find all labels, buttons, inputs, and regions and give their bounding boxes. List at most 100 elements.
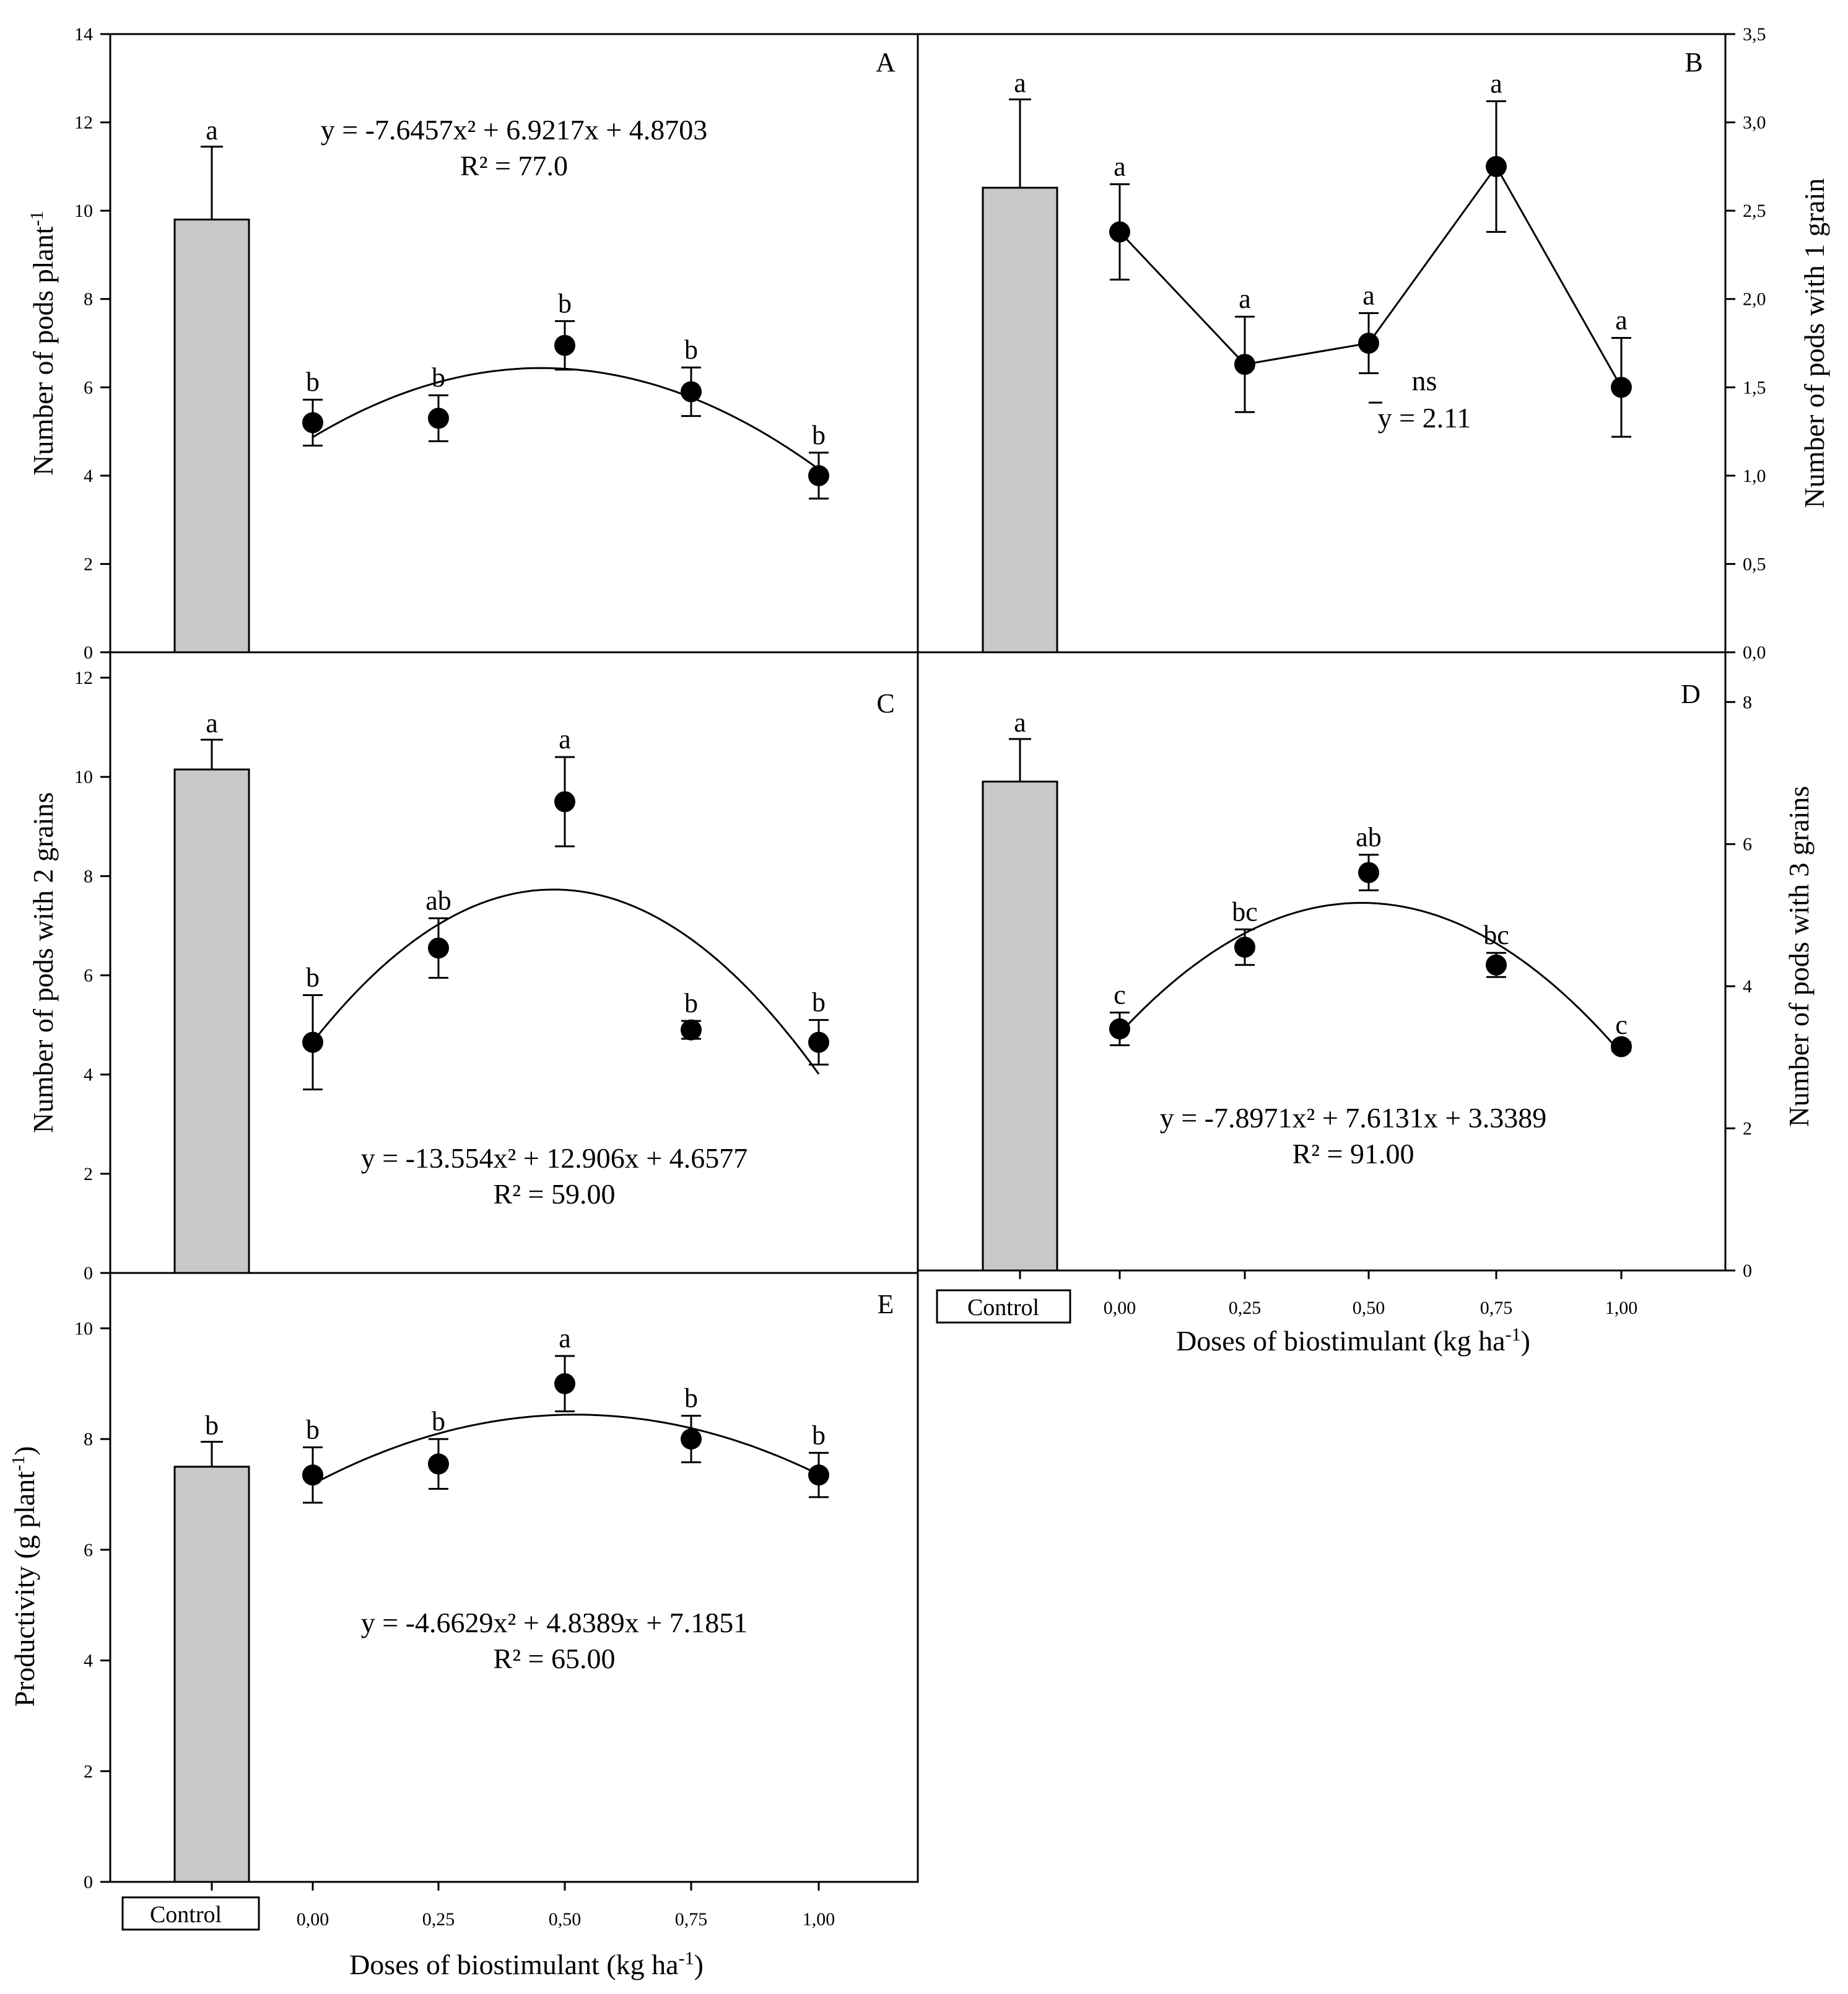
panel-b-point-letter: a [1239, 284, 1251, 314]
panel-b-ytick-label: 3,5 [1743, 24, 1766, 45]
panel-a-ytick-label: 4 [84, 466, 93, 486]
panel-a-control-bar [173, 218, 250, 654]
panel-e-point-letter: b [812, 1420, 826, 1450]
panel-b-ytick-label: 1,5 [1743, 377, 1766, 398]
panel-b-point-letter: a [1615, 305, 1628, 335]
panel-d-control-bar [982, 781, 1058, 1272]
control-label-e: Control [150, 1902, 222, 1928]
panel-a-ytick-label: 2 [84, 554, 93, 574]
panel-b-ylabel: Number of pods with 1 grain [1798, 178, 1830, 509]
panel-d-ytick-label: 8 [1743, 692, 1752, 712]
panel-a-point [428, 408, 449, 429]
panel-d-point [1611, 1036, 1632, 1057]
panel-e-xtick-label: 0,75 [675, 1909, 708, 1930]
panel-d-ylabel: Number of pods with 3 grains [1783, 786, 1815, 1127]
panel-b-ns: ns [1412, 365, 1437, 396]
panel-d-point-letter: bc [1232, 896, 1258, 927]
panel-e-control-bar [173, 1466, 250, 1883]
panel-e-point [808, 1464, 829, 1486]
panel-b-control-letter: a [1014, 68, 1026, 98]
panel-e-point [681, 1428, 702, 1450]
panel-d-equation: y = -7.8971x² + 7.6131x + 3.3389 [1160, 1102, 1546, 1134]
panel-c-point-letter: b [812, 987, 826, 1018]
panel-d-xtick-label: 0,25 [1229, 1298, 1262, 1318]
panel-b-point-letter: a [1490, 68, 1502, 98]
panel-c-point-letter: b [684, 988, 698, 1018]
panel-b-point-letter: a [1362, 281, 1375, 311]
panel-a-letter: A [876, 47, 896, 77]
panel-a-point [302, 412, 323, 434]
panel-b-point [1109, 221, 1130, 243]
panel-e-letter: E [878, 1289, 894, 1319]
panel-c-point [428, 937, 449, 959]
panel-e-ytick-label: 2 [84, 1761, 93, 1782]
panel-c-point-letter: a [559, 724, 571, 754]
panel-e-point-letter: a [559, 1323, 571, 1353]
panel-c-ytick-label: 10 [74, 767, 93, 787]
panel-e-point-letter: b [306, 1414, 320, 1445]
panel-c-equation: y = -13.554x² + 12.906x + 4.6577 [361, 1142, 747, 1174]
panel-e-xtick-label: 0,25 [422, 1909, 455, 1930]
panel-d-xtick-label: 1,00 [1605, 1298, 1638, 1318]
x-axis-title-d: Doses of biostimulant (kg ha-1) [1176, 1324, 1530, 1357]
panel-a-point-letter: b [306, 367, 320, 397]
panel-b-ytick-label: 0,5 [1743, 554, 1766, 574]
panel-b-point [1611, 377, 1632, 398]
panel-c-ylabel: Number of pods with 2 grains [27, 792, 59, 1134]
panel-c-r2: R² = 59.00 [494, 1178, 616, 1210]
panel-a-point [554, 335, 575, 356]
panel-c-ytick-label: 8 [84, 866, 93, 886]
panel-d-control-letter: a [1014, 707, 1026, 738]
panel-d-point [1234, 937, 1255, 958]
panel-e-xtick-label: 0,00 [297, 1909, 329, 1930]
panel-a-point-letter: b [812, 420, 826, 450]
panel-a-ytick-label: 6 [84, 377, 93, 398]
panel-d-letter: D [1681, 679, 1701, 709]
panel-c-point-letter: ab [425, 885, 451, 916]
panel-a-point-letter: b [432, 362, 445, 393]
panel-b-point [1486, 155, 1507, 177]
panel-c-ytick-label: 4 [84, 1065, 93, 1085]
panel-a-ytick-label: 10 [74, 201, 93, 221]
panel-b-point [1358, 333, 1379, 354]
panel-a-equation: y = -7.6457x² + 6.9217x + 4.8703 [321, 114, 707, 146]
panel-b-letter: B [1685, 47, 1702, 77]
panel-a-ytick-label: 0 [84, 642, 93, 663]
panel-e-point [554, 1373, 575, 1394]
panel-b-ytick-label: 2,0 [1743, 289, 1766, 310]
panel-c-point [554, 791, 575, 813]
panel-d-point-letter: c [1114, 980, 1126, 1010]
panel-e-ytick-label: 0 [84, 1872, 93, 1892]
panel-e-ytick-label: 4 [84, 1651, 93, 1671]
panel-a-ytick-label: 8 [84, 289, 93, 310]
panel-d-frame [917, 651, 1727, 1272]
panel-c-point [808, 1031, 829, 1053]
control-box-d [936, 1289, 1071, 1324]
panel-e-point-letter: b [432, 1406, 445, 1436]
panel-d-point [1486, 954, 1507, 976]
panel-e-point [302, 1464, 323, 1486]
panel-a-point [681, 381, 702, 403]
panel-c-ytick-label: 6 [84, 966, 93, 986]
panel-e-ytick-label: 6 [84, 1540, 93, 1560]
panel-e-equation: y = -4.6629x² + 4.8389x + 7.1851 [361, 1607, 747, 1638]
panel-b-point [1234, 354, 1255, 375]
panel-a-r2: R² = 77.0 [460, 150, 568, 181]
panel-e-point-letter: b [684, 1383, 698, 1414]
panel-d-fit-curve [1118, 901, 1623, 1054]
panel-e-ytick-label: 8 [84, 1429, 93, 1450]
panel-c-point-letter: b [306, 963, 320, 993]
panel-d-xtick-label: 0,75 [1480, 1298, 1513, 1318]
panel-a-point [808, 465, 829, 486]
panel-c-control-bar [173, 768, 250, 1274]
panel-d-xtick-label: 0,50 [1353, 1298, 1385, 1318]
panel-b-ytick-label: 1,0 [1743, 466, 1766, 486]
panel-a-ytick-label: 14 [74, 24, 93, 45]
panel-d-point-letter: bc [1483, 920, 1509, 950]
panel-b-ytick-label: 3,0 [1743, 113, 1766, 133]
panel-d-r2: R² = 91.00 [1292, 1138, 1414, 1170]
panel-a-ytick-label: 12 [74, 113, 93, 133]
panel-d-xtick-label: 0,00 [1104, 1298, 1136, 1318]
panel-c-ytick-label: 2 [84, 1164, 93, 1184]
control-label-d: Control [967, 1295, 1039, 1321]
